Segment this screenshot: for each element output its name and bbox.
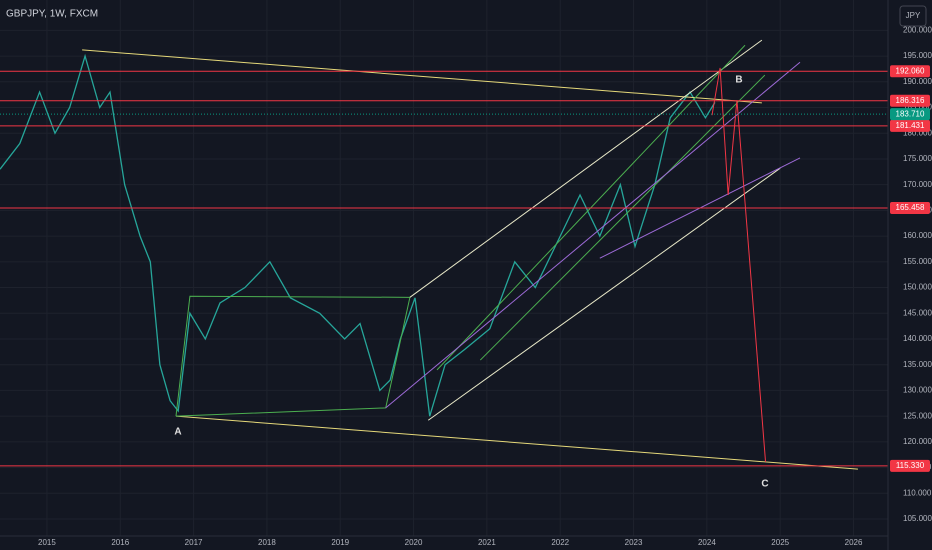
trend-line	[82, 49, 762, 104]
y-tick-label: 140.000	[903, 334, 932, 343]
x-tick-label: 2019	[331, 538, 349, 547]
trend-line	[175, 415, 858, 470]
trend-line	[385, 61, 801, 409]
marks	[0, 39, 888, 470]
y-tick-label: 135.000	[903, 360, 932, 369]
y-tick-label: 105.000	[903, 514, 932, 523]
labels: 105.000110.000115.000120.000125.000130.0…	[38, 25, 932, 547]
x-tick-label: 2022	[551, 538, 569, 547]
x-tick-label: 2023	[625, 538, 643, 547]
y-tick-label: 195.000	[903, 51, 932, 60]
y-tick-label: 155.000	[903, 257, 932, 266]
price-label: 165.458	[896, 203, 925, 212]
annotation: B	[735, 75, 742, 86]
y-tick-label: 120.000	[903, 437, 932, 446]
price-label-box	[890, 202, 930, 215]
currency: JPY	[906, 11, 921, 20]
trend-line	[479, 74, 766, 361]
y-tick-label: 150.000	[903, 283, 932, 292]
x-tick-label: 2025	[771, 538, 789, 547]
annotation: C	[761, 479, 768, 490]
annotation: A	[174, 427, 181, 438]
y-tick-label: 145.000	[903, 308, 932, 317]
y-tick-label: 160.000	[903, 231, 932, 240]
x-tick-label: 2017	[185, 538, 203, 547]
price-label: 183.710	[896, 109, 925, 118]
y-tick-label: 110.000	[903, 488, 932, 497]
y-tick-label: 180.000	[903, 128, 932, 137]
price-label: 192.060	[896, 66, 925, 75]
x-tick-label: 2016	[111, 538, 129, 547]
price-label: 186.316	[896, 96, 925, 105]
price-label: 115.330	[896, 461, 925, 470]
trend-line	[711, 67, 767, 462]
x-tick-label: 2024	[698, 538, 716, 547]
price-line	[0, 53, 716, 417]
x-tick-label: 2018	[258, 538, 276, 547]
price-label: 181.431	[896, 121, 925, 130]
x-tick-label: 2020	[405, 538, 423, 547]
price-label-box	[890, 459, 930, 472]
currency-box[interactable]	[899, 5, 927, 27]
price-label-box	[890, 65, 930, 78]
x-tick-label: 2026	[845, 538, 863, 547]
y-tick-label: 125.000	[903, 411, 932, 420]
x-tick-label: 2015	[38, 538, 56, 547]
price-label-box	[890, 108, 930, 121]
y-tick-label: 190.000	[903, 77, 932, 86]
chart-title: GBPJPY, 1W, FXCM	[6, 9, 98, 20]
price-label-box	[890, 94, 930, 107]
trend-line	[427, 167, 781, 421]
x-tick-label: 2021	[478, 538, 496, 547]
trend-line	[409, 39, 763, 298]
y-tick-label: 175.000	[903, 154, 932, 163]
y-tick-label: 170.000	[903, 180, 932, 189]
y-tick-label: 185.000	[903, 103, 932, 112]
y-tick-label: 130.000	[903, 386, 932, 395]
y-tick-label: 200.000	[903, 25, 932, 34]
price-label-box	[890, 119, 930, 132]
